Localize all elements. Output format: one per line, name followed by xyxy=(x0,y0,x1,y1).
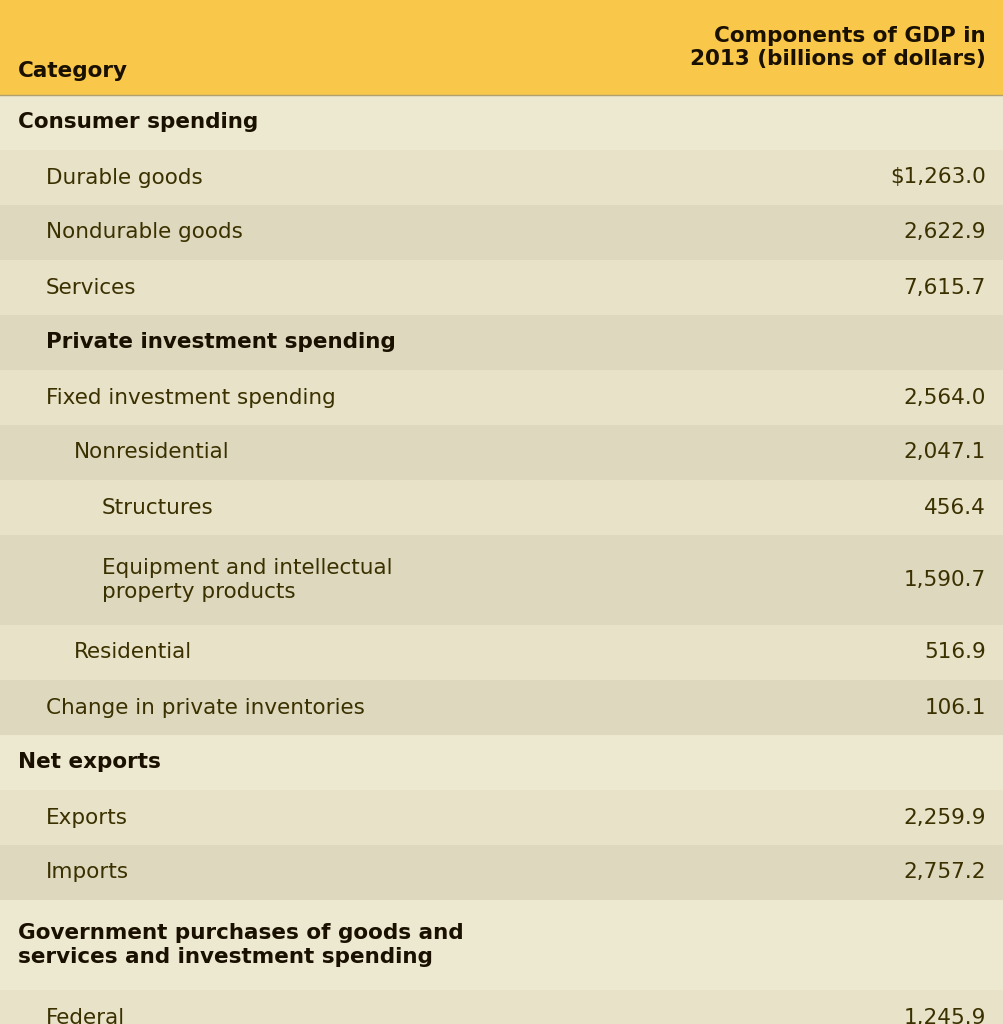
Bar xyxy=(0,205,1003,260)
Text: Consumer spending: Consumer spending xyxy=(18,113,258,132)
Text: Services: Services xyxy=(46,278,136,298)
Text: Durable goods: Durable goods xyxy=(46,168,203,187)
Text: 2,757.2: 2,757.2 xyxy=(903,862,985,883)
Bar xyxy=(0,990,1003,1024)
Text: Nondurable goods: Nondurable goods xyxy=(46,222,243,243)
Text: 516.9: 516.9 xyxy=(924,642,985,663)
Bar xyxy=(0,315,1003,370)
Text: 2,259.9: 2,259.9 xyxy=(903,808,985,827)
Bar xyxy=(0,900,1003,990)
Text: Category: Category xyxy=(18,61,127,81)
Bar xyxy=(0,95,1003,150)
Bar xyxy=(0,150,1003,205)
Bar xyxy=(0,535,1003,625)
Text: Fixed investment spending: Fixed investment spending xyxy=(46,387,335,408)
Bar xyxy=(0,425,1003,480)
Text: 456.4: 456.4 xyxy=(923,498,985,517)
Text: Exports: Exports xyxy=(46,808,127,827)
Bar xyxy=(0,260,1003,315)
Text: $1,263.0: $1,263.0 xyxy=(890,168,985,187)
Text: Imports: Imports xyxy=(46,862,129,883)
Text: Structures: Structures xyxy=(102,498,214,517)
Bar xyxy=(0,790,1003,845)
Bar xyxy=(0,480,1003,535)
Text: 2,047.1: 2,047.1 xyxy=(903,442,985,463)
Text: 2,564.0: 2,564.0 xyxy=(903,387,985,408)
Text: Components of GDP in
2013 (billions of dollars): Components of GDP in 2013 (billions of d… xyxy=(689,26,985,69)
Text: 1,245.9: 1,245.9 xyxy=(903,1008,985,1024)
Text: 106.1: 106.1 xyxy=(924,697,985,718)
Text: 1,590.7: 1,590.7 xyxy=(903,570,985,590)
Text: Net exports: Net exports xyxy=(18,753,160,772)
Bar xyxy=(0,625,1003,680)
Text: 2,622.9: 2,622.9 xyxy=(903,222,985,243)
Text: Nonresidential: Nonresidential xyxy=(74,442,230,463)
Text: Change in private inventories: Change in private inventories xyxy=(46,697,364,718)
Bar xyxy=(0,845,1003,900)
Text: 7,615.7: 7,615.7 xyxy=(903,278,985,298)
Text: Equipment and intellectual
property products: Equipment and intellectual property prod… xyxy=(102,558,392,602)
Bar xyxy=(0,680,1003,735)
Text: Federal: Federal xyxy=(46,1008,125,1024)
Text: Private investment spending: Private investment spending xyxy=(46,333,395,352)
Bar xyxy=(0,735,1003,790)
Text: Government purchases of goods and
services and investment spending: Government purchases of goods and servic… xyxy=(18,924,463,967)
Bar xyxy=(0,370,1003,425)
Text: Residential: Residential xyxy=(74,642,192,663)
Bar xyxy=(0,0,1003,95)
